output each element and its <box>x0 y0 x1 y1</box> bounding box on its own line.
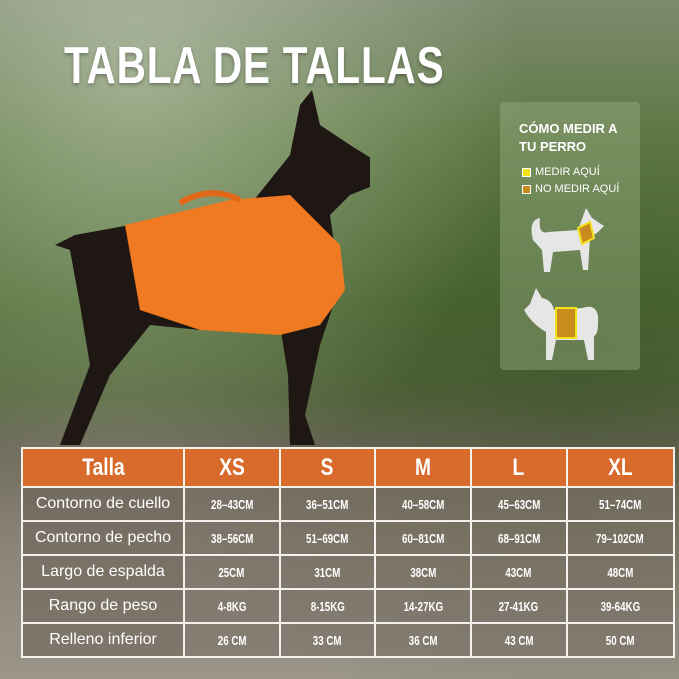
legend-do-not-measure: NO MEDIR AQUÍ <box>522 183 619 195</box>
table-cell: 4-8KG <box>183 588 281 624</box>
table-cell: 68–91CM <box>469 520 568 556</box>
dog-chest-measure-icon <box>524 288 599 360</box>
table-row: Contorno de pecho 38–56CM 51–69CM 60–81CM 68… <box>21 520 675 556</box>
measure-guide-panel: CÓMO MEDIR A TU PERRO MEDIR AQUÍ NO MEDIR… <box>500 102 640 370</box>
table-cell: 79–102CM <box>565 520 675 556</box>
dog-with-harness-photo <box>55 90 370 445</box>
page-title: TABLA DE TALLAS <box>64 37 445 95</box>
table-cell: 43CM <box>469 554 568 590</box>
orange-swatch-icon <box>522 184 531 194</box>
row-label: Contorno de pecho <box>21 520 185 556</box>
legend-measure-here: MEDIR AQUÍ <box>522 166 600 178</box>
table-row: Contorno de cuello 28–43CM 36–51CM 40–58CM 4… <box>21 486 675 522</box>
table-cell: 36–51CM <box>278 486 377 522</box>
header-s: S <box>278 447 377 488</box>
table-row: Largo de espalda 25CM 31CM 38CM 43CM 48CM <box>21 554 675 590</box>
dog-neck-measure-icon <box>531 208 604 272</box>
table-cell: 43 CM <box>469 622 568 658</box>
table-cell: 27-41KG <box>469 588 568 624</box>
header-l: L <box>469 447 568 488</box>
table-row: Relleno inferior 26 CM 33 CM 36 CM 43 CM 50 C… <box>21 622 675 658</box>
table-cell: 8-15KG <box>278 588 377 624</box>
row-label: Largo de espalda <box>21 554 185 590</box>
table-cell: 51–74CM <box>565 486 675 522</box>
row-label: Relleno inferior <box>21 622 185 658</box>
table-header-row: Talla XS S M L XL <box>21 447 675 488</box>
header-xl: XL <box>565 447 675 488</box>
table-cell: 31CM <box>278 554 377 590</box>
yellow-swatch-icon <box>522 167 531 177</box>
table-cell: 38CM <box>374 554 472 590</box>
row-label: Contorno de cuello <box>21 486 185 522</box>
table-cell: 14-27KG <box>374 588 472 624</box>
row-label: Rango de peso <box>21 588 185 624</box>
header-xs: XS <box>183 447 281 488</box>
table-cell: 40–58CM <box>374 486 472 522</box>
header-m: M <box>374 447 472 488</box>
table-cell: 25CM <box>183 554 281 590</box>
table-cell: 60–81CM <box>374 520 472 556</box>
table-cell: 48CM <box>565 554 675 590</box>
table-cell: 38–56CM <box>183 520 281 556</box>
table-cell: 50 CM <box>565 622 675 658</box>
table-cell: 33 CM <box>278 622 377 658</box>
table-cell: 28–43CM <box>183 486 281 522</box>
table-cell: 39-64KG <box>565 588 675 624</box>
size-table: Talla XS S M L XL Contorno de cuello 28–4… <box>21 447 675 658</box>
guide-title: CÓMO MEDIR A TU PERRO <box>519 121 618 154</box>
table-cell: 36 CM <box>374 622 472 658</box>
table-cell: 45–63CM <box>469 486 568 522</box>
header-talla: Talla <box>21 447 185 488</box>
table-cell: 51–69CM <box>278 520 377 556</box>
table-cell: 26 CM <box>183 622 281 658</box>
table-row: Rango de peso 4-8KG 8-15KG 14-27KG 27-41KG 39… <box>21 588 675 624</box>
